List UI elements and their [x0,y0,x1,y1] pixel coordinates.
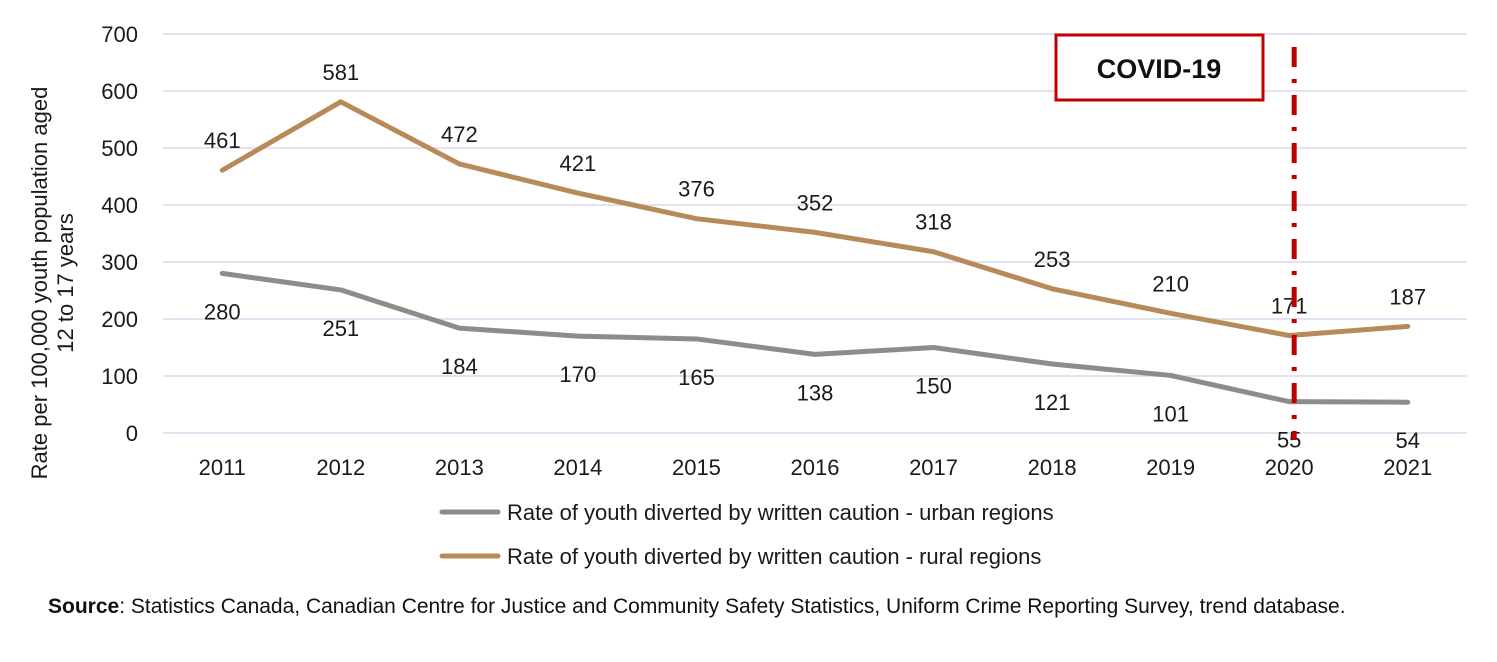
data-label: 55 [1277,428,1301,453]
y-tick-label: 500 [101,136,138,161]
data-label: 121 [1034,390,1071,415]
data-label: 165 [678,365,715,390]
data-label: 253 [1034,247,1071,272]
covid-annotation-label: COVID-19 [1097,54,1222,84]
y-tick-label: 700 [101,22,138,47]
data-label: 318 [915,210,952,235]
data-label: 150 [915,374,952,399]
x-tick-label: 2019 [1146,455,1195,480]
y-axis-title-line: Rate per 100,000 youth population aged [27,87,52,480]
line-chart: 0 100 200 300 400 500 600 700 2011 2012 2013 2014 20… [27,22,1467,569]
y-tick-label: 100 [101,364,138,389]
x-tick-label: 2012 [316,455,365,480]
x-tick-label: 2015 [672,455,721,480]
data-label: 280 [204,299,241,324]
y-axis-title-line: 12 to 17 years [53,213,78,352]
source-label: Source [48,595,120,618]
y-tick-label: 300 [101,250,138,275]
data-label: 472 [441,122,478,147]
series-line-rural [219,99,1411,339]
x-tick-label: 2021 [1383,455,1432,480]
series-line-urban [219,270,1411,405]
legend-label: Rate of youth diverted by written cautio… [507,500,1054,525]
data-label: 187 [1389,284,1426,309]
data-label: 251 [322,316,359,341]
covid-annotation-box [1054,33,1265,102]
data-label: 352 [797,190,834,215]
data-label: 376 [678,177,715,202]
source-text: : Statistics Canada, Canadian Centre for… [119,595,1346,618]
legend-label: Rate of youth diverted by written cautio… [507,544,1041,569]
y-tick-label: 400 [101,193,138,218]
data-label: 101 [1152,401,1189,426]
y-axis-title: Rate per 100,000 youth population aged12… [27,87,78,480]
y-tick-label: 0 [126,421,138,446]
data-label: 184 [441,354,478,379]
data-label: 171 [1271,294,1308,319]
y-tick-label: 600 [101,79,138,104]
data-label: 170 [560,362,597,387]
data-label: 138 [797,380,834,405]
x-tick-label: 2017 [909,455,958,480]
data-label: 54 [1395,428,1419,453]
x-tick-label: 2013 [435,455,484,480]
source-note: Source: Statistics Canada, Canadian Cent… [48,593,1468,621]
data-label: 421 [560,151,597,176]
data-label: 210 [1152,271,1189,296]
x-tick-label: 2018 [1028,455,1077,480]
x-tick-label: 2011 [199,455,246,480]
data-label: 581 [322,60,359,85]
y-tick-label: 200 [101,307,138,332]
x-tick-label: 2020 [1265,455,1314,480]
x-tick-label: 2016 [791,455,840,480]
data-label: 461 [204,128,241,153]
x-tick-label: 2014 [553,455,602,480]
